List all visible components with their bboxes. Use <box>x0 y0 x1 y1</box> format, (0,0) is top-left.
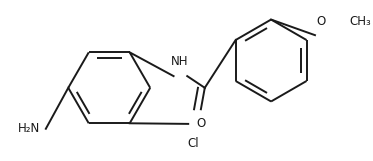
Text: H₂N: H₂N <box>18 122 40 135</box>
Text: O: O <box>316 15 326 28</box>
Text: CH₃: CH₃ <box>349 15 371 28</box>
Text: NH: NH <box>171 55 188 68</box>
Text: O: O <box>196 117 206 130</box>
Text: Cl: Cl <box>187 137 199 150</box>
